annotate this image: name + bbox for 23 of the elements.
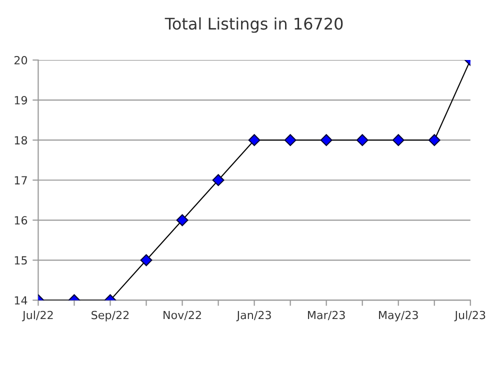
x-tick-label: Jan/23 xyxy=(236,310,271,322)
point xyxy=(428,134,440,146)
point xyxy=(392,134,404,146)
point xyxy=(320,134,332,146)
x-tick-label: Sep/22 xyxy=(92,310,129,322)
point xyxy=(356,134,368,146)
x-tick-label: Mar/23 xyxy=(308,310,345,320)
chart-title: Total Listings in 16720 xyxy=(164,17,343,33)
y-tick-label: 14 xyxy=(14,296,28,304)
y-tick-label: 20 xyxy=(14,56,28,64)
point xyxy=(248,134,260,146)
y-tick-label: 19 xyxy=(14,96,28,104)
x-tick-label: Nov/22 xyxy=(164,310,201,320)
x-tick-label: May/23 xyxy=(379,310,418,322)
y-tick-label: 17 xyxy=(14,176,27,184)
x-tick-label: Jul/22 xyxy=(22,310,53,322)
point xyxy=(284,134,296,146)
y-tick-label: 16 xyxy=(14,216,28,225)
point xyxy=(212,174,224,186)
y-tick-label: 15 xyxy=(14,256,27,265)
y-tick-label: 18 xyxy=(14,136,28,144)
point xyxy=(176,214,188,226)
x-tick-label: Jul/23 xyxy=(454,310,486,322)
